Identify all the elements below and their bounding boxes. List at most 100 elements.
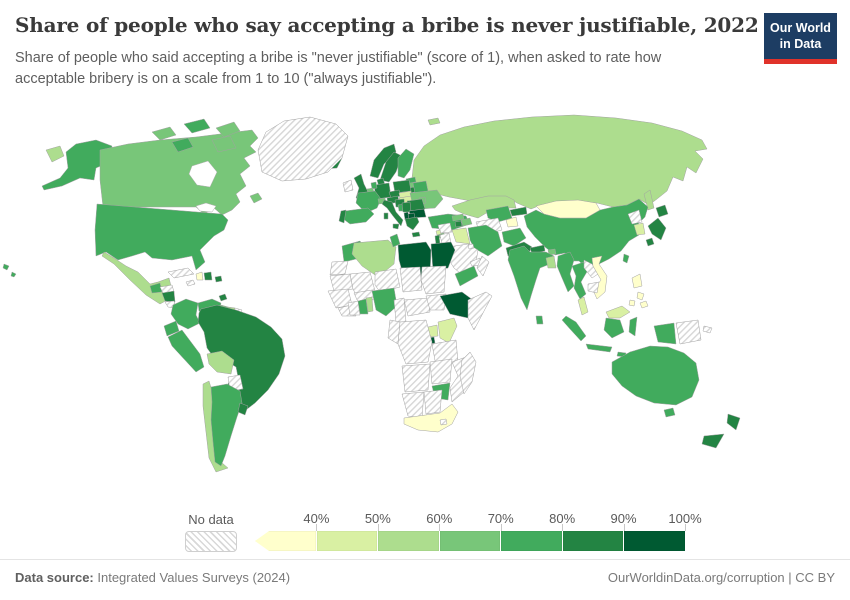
country-tunisia[interactable] [389, 233, 401, 248]
legend-color-segment[interactable] [316, 531, 379, 551]
country-sri-lanka[interactable] [535, 315, 544, 325]
country-north-korea[interactable] [627, 209, 643, 225]
country-drc[interactable] [397, 319, 433, 365]
country-canada-island-2[interactable] [183, 118, 211, 134]
country-kuwait[interactable] [467, 243, 475, 250]
country-new-zealand[interactable] [701, 413, 741, 449]
country-azerbaijan[interactable] [460, 217, 473, 227]
country-iran[interactable] [467, 224, 503, 257]
country-greece[interactable] [404, 216, 420, 231]
country-lesotho[interactable] [439, 418, 448, 426]
country-taiwan[interactable] [622, 253, 630, 264]
country-kenya[interactable] [437, 317, 458, 344]
country-norway[interactable] [369, 143, 397, 179]
country-france[interactable] [355, 190, 382, 214]
country-greenland[interactable] [257, 116, 349, 182]
legend-color-segment[interactable] [378, 531, 440, 551]
country-western-sahara[interactable] [329, 260, 349, 276]
country-chad[interactable] [399, 266, 423, 293]
footer-credit[interactable]: OurWorldinData.org/corruption | CC BY [607, 570, 835, 585]
owid-logo[interactable]: Our World in Data [764, 13, 837, 64]
country-russia-west-tip[interactable] [45, 145, 65, 163]
country-hawaii[interactable] [2, 263, 17, 278]
country-mexico[interactable] [101, 251, 172, 305]
country-canada-island-4[interactable] [171, 137, 194, 153]
country-sicily[interactable] [392, 223, 400, 230]
legend-no-data-swatch[interactable] [185, 531, 237, 552]
country-puerto-rico[interactable] [214, 275, 223, 283]
legend-color-segment[interactable] [439, 531, 502, 551]
country-south-korea[interactable] [633, 222, 646, 236]
country-madagascar[interactable] [459, 351, 477, 395]
country-somalia[interactable] [467, 291, 493, 331]
country-argentina[interactable] [210, 383, 243, 467]
country-niger[interactable] [374, 268, 401, 293]
country-laos[interactable] [583, 259, 599, 279]
country-peru[interactable] [167, 329, 205, 373]
country-japan[interactable] [645, 204, 669, 247]
country-tajikistan[interactable] [505, 216, 519, 228]
country-canada-island-baffin[interactable] [211, 135, 237, 153]
country-papua-new-guinea[interactable] [675, 319, 713, 345]
country-mongolia[interactable] [535, 199, 601, 219]
country-kyrgyzstan[interactable] [509, 206, 528, 217]
country-canada-island-3[interactable] [215, 121, 241, 138]
country-newfoundland[interactable] [249, 192, 263, 204]
country-finland[interactable] [397, 148, 415, 179]
country-cuba[interactable] [167, 267, 195, 279]
country-lebanon[interactable] [435, 229, 442, 236]
country-sardinia[interactable] [383, 212, 389, 220]
country-ghana[interactable] [357, 298, 369, 315]
country-iraq[interactable] [451, 227, 471, 245]
country-trinidad-tobago[interactable] [218, 293, 228, 302]
country-oman[interactable] [476, 255, 490, 277]
country-zambia[interactable] [429, 358, 453, 385]
legend-color-segment[interactable] [501, 531, 563, 551]
legend-color-segment[interactable] [255, 531, 317, 551]
country-angola[interactable] [401, 363, 431, 393]
country-indonesia[interactable] [561, 315, 677, 358]
country-crete[interactable] [411, 231, 421, 238]
country-canada-island-1[interactable] [151, 126, 177, 141]
country-bolivia[interactable] [206, 350, 235, 375]
country-philippines[interactable] [628, 273, 649, 309]
country-sakhalin[interactable] [643, 189, 655, 211]
country-australia[interactable] [611, 345, 700, 406]
country-uzbekistan[interactable] [485, 205, 513, 223]
country-portugal[interactable] [338, 209, 347, 224]
country-tasmania[interactable] [663, 407, 676, 418]
country-india[interactable] [507, 245, 555, 311]
legend-color-segment[interactable] [562, 531, 625, 551]
country-serbia[interactable] [401, 201, 412, 213]
country-netherlands[interactable] [370, 181, 378, 190]
country-dominican-republic[interactable] [203, 271, 213, 281]
country-ivory-coast[interactable] [347, 300, 361, 316]
country-svalbard[interactable] [427, 117, 441, 126]
country-central-african-republic[interactable] [403, 297, 431, 317]
country-south-africa[interactable] [403, 403, 459, 433]
country-myanmar[interactable] [556, 251, 575, 293]
country-usa[interactable] [94, 203, 229, 271]
country-benin-togo[interactable] [365, 296, 374, 313]
country-russia[interactable] [411, 114, 708, 210]
country-jamaica[interactable] [185, 279, 196, 287]
country-haiti[interactable] [195, 271, 204, 281]
country-ecuador[interactable] [163, 320, 180, 337]
country-botswana[interactable] [423, 389, 443, 415]
country-nicaragua[interactable] [161, 290, 176, 303]
country-malaysia-peninsula[interactable] [577, 296, 589, 316]
country-cambodia[interactable] [587, 281, 600, 294]
country-uruguay[interactable] [237, 402, 249, 416]
country-armenia[interactable] [454, 220, 463, 228]
country-guatemala[interactable] [149, 282, 163, 294]
country-nigeria[interactable] [371, 287, 398, 317]
country-mauritania[interactable] [329, 273, 354, 292]
country-georgia[interactable] [451, 213, 465, 222]
country-bangladesh[interactable] [545, 255, 557, 269]
country-italy[interactable] [381, 199, 404, 227]
country-namibia[interactable] [401, 391, 425, 419]
country-malaysia-borneo[interactable] [605, 305, 631, 319]
country-afghanistan[interactable] [501, 227, 527, 247]
country-spain[interactable] [341, 207, 375, 225]
country-sudan[interactable] [420, 265, 447, 295]
